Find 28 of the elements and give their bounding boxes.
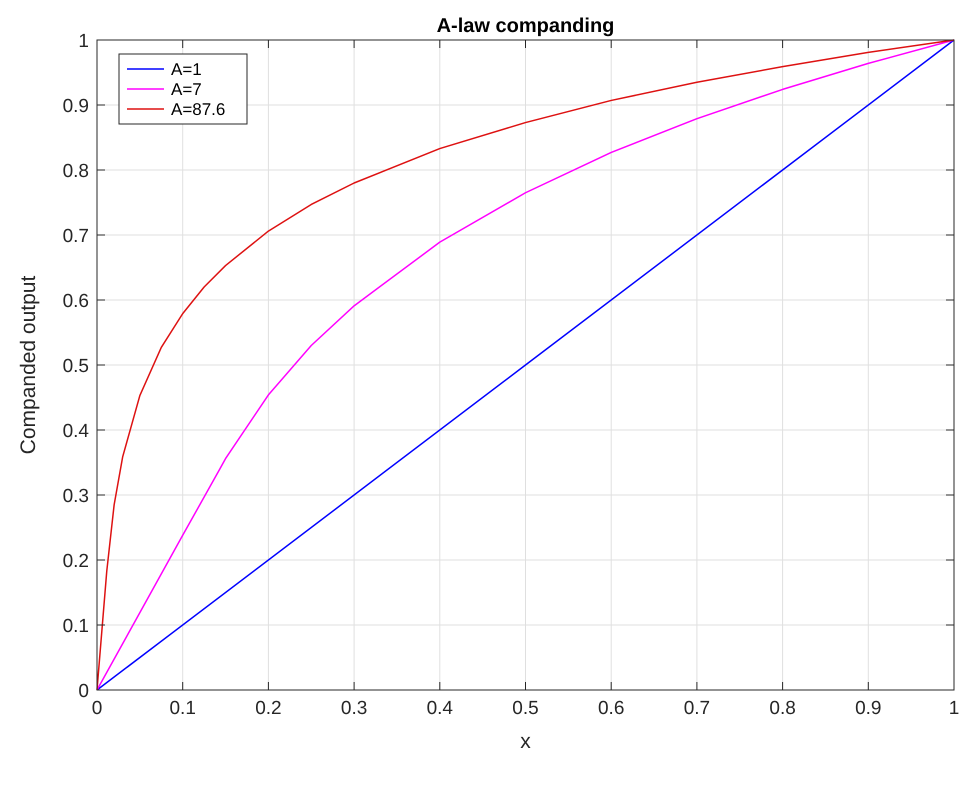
legend-label: A=7 [171,80,202,99]
y-tick-label: 0.7 [62,226,89,247]
x-tick-label: 0.4 [426,698,454,719]
y-tick-label: 0 [78,681,89,702]
x-tick-label: 1 [948,698,960,719]
y-axis-title: Companded output [17,276,40,454]
y-tick-label: 0.9 [62,96,89,117]
y-tick-label: 1 [78,31,89,52]
legend-label: A=1 [171,60,202,79]
x-tick-label: 0.5 [512,698,539,719]
x-tick-label: 0.7 [684,698,710,719]
y-tick-label: 0.6 [62,291,89,312]
x-tick-label: 0.3 [340,698,368,719]
x-tick-label: 0.2 [255,698,282,719]
y-tick-label: 0.3 [62,486,89,507]
y-tick-label: 0.4 [62,421,90,442]
x-tick-label: 0.6 [598,698,624,719]
x-tick-label: 0.9 [855,698,882,719]
legend-label: A=87.6 [171,100,226,119]
chart-title: A-law companding [436,15,614,37]
x-tick-label: 0.8 [769,698,796,719]
y-tick-label: 0.1 [62,616,89,637]
y-tick-label: 0.5 [62,356,89,377]
y-tick-label: 0.2 [62,551,89,572]
y-tick-label: 0.8 [62,161,89,182]
x-axis-title: x [520,730,532,753]
x-tick-label: 0.1 [169,698,196,719]
x-tick-label: 0 [92,698,102,719]
